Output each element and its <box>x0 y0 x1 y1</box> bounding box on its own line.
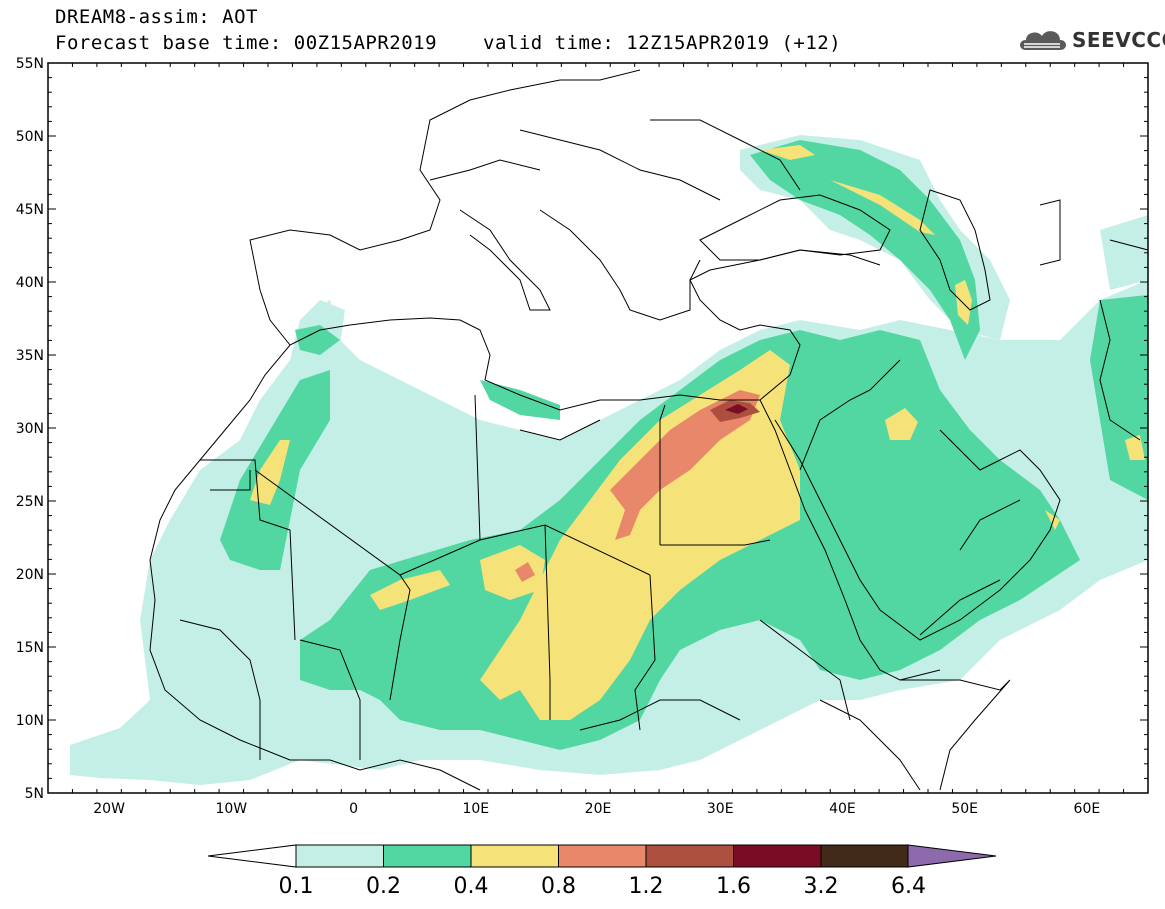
lat-label: 55N <box>16 56 44 72</box>
colorbar-swatch <box>383 844 472 868</box>
lon-label: 10W <box>215 801 247 817</box>
aot-shading <box>70 135 1148 785</box>
colorbar-label: 0.1 <box>279 874 314 899</box>
colorbar-label: 1.6 <box>716 874 751 899</box>
lon-label: 10E <box>462 801 489 817</box>
colorbar-swatch <box>558 844 647 868</box>
lat-label: 15N <box>16 640 44 656</box>
colorbar-swatch <box>645 844 734 868</box>
map-title: DREAM8-assim: AOT <box>55 6 258 28</box>
lat-label: 45N <box>16 202 44 218</box>
colorbar-label: 0.8 <box>541 874 576 899</box>
valid-time: valid time: 12Z15APR2019 (+12) <box>483 32 842 54</box>
colorbar-high-arrow <box>907 844 997 868</box>
lon-label: 30E <box>707 801 734 817</box>
cloud-icon <box>1020 31 1066 50</box>
colorbar: 0.1 0.2 0.4 0.8 1.2 1.6 3.2 6.4 <box>207 844 997 899</box>
lon-label: 60E <box>1074 801 1101 817</box>
lat-label: 40N <box>16 275 44 291</box>
lat-label: 5N <box>25 786 44 802</box>
colorbar-swatch <box>295 844 384 868</box>
colorbar-swatch <box>820 844 909 868</box>
colorbar-swatch <box>733 844 822 868</box>
lon-label: 20E <box>585 801 612 817</box>
colorbar-label: 0.2 <box>366 874 401 899</box>
map-outlines <box>149 69 1148 791</box>
lat-label: 50N <box>16 129 44 145</box>
lat-label: 20N <box>16 567 44 583</box>
colorbar-low-arrow <box>207 844 297 868</box>
lon-label: 50E <box>951 801 978 817</box>
forecast-base-time: Forecast base time: 00Z15APR2019 <box>55 32 438 54</box>
lon-label: 20W <box>93 801 125 817</box>
lat-label: 25N <box>16 494 44 510</box>
lon-label: 0 <box>349 801 358 817</box>
seevccc-logo: SEEVCCC <box>1016 22 1165 58</box>
lat-label: 10N <box>16 713 44 729</box>
colorbar-label: 6.4 <box>891 874 926 899</box>
lat-label: 35N <box>16 348 44 364</box>
lat-label: 30N <box>16 421 44 437</box>
lon-label: 40E <box>829 801 856 817</box>
colorbar-label: 0.4 <box>454 874 489 899</box>
colorbar-label: 1.2 <box>629 874 664 899</box>
colorbar-label: 3.2 <box>804 874 839 899</box>
colorbar-swatch <box>470 844 559 868</box>
logo-text: SEEVCCC <box>1072 28 1165 52</box>
